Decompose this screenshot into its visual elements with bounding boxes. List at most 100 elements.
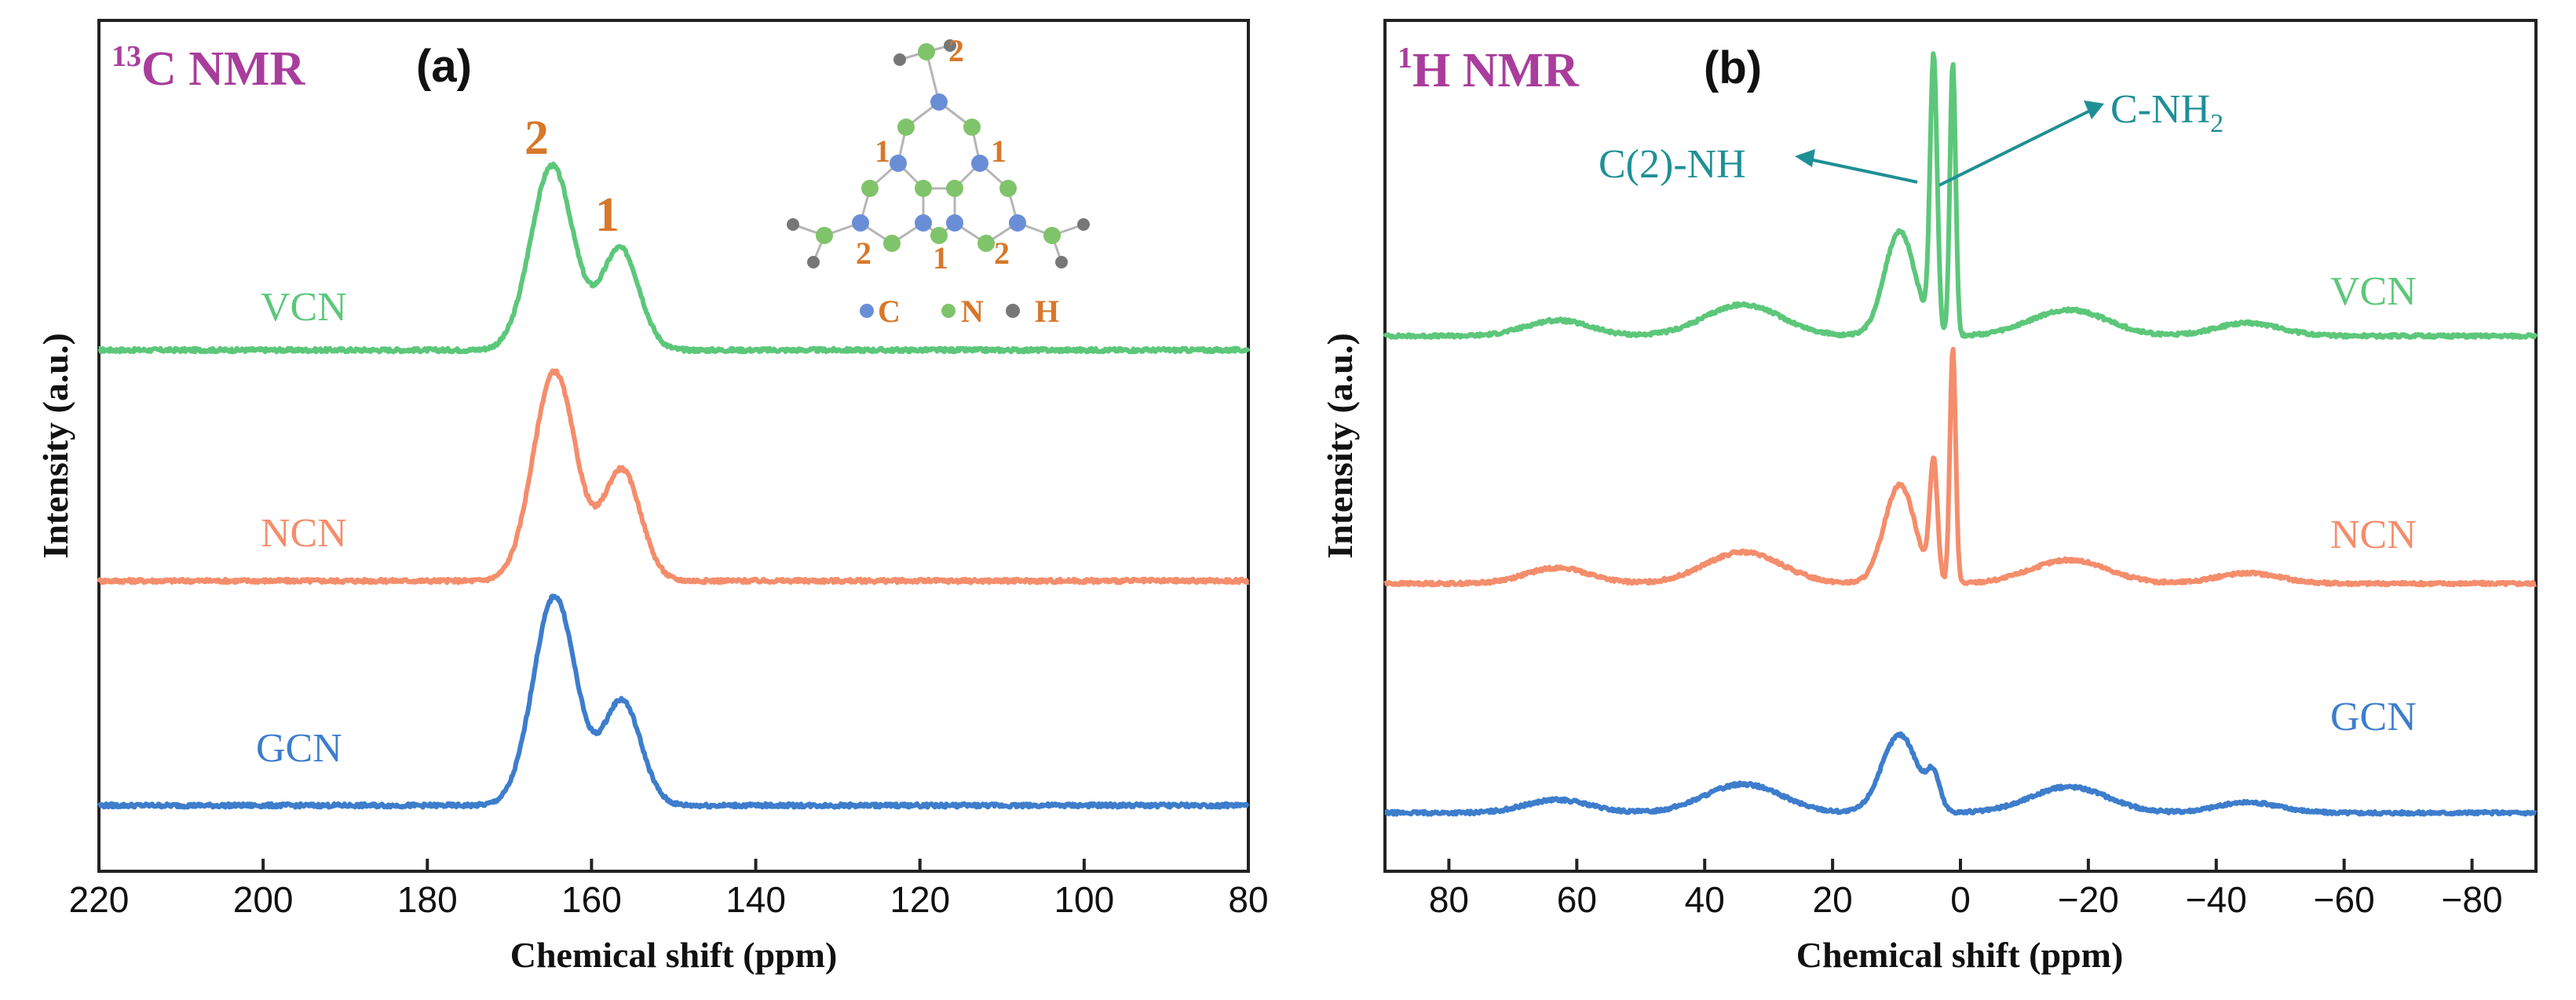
inset-atom: [944, 39, 956, 52]
annotation-c2-nh-arrow-line: [1805, 157, 1918, 184]
inset-atom: [807, 256, 820, 268]
inset-atom: [999, 180, 1017, 197]
panel-a-x-axis-label: Chemical shift (ppm): [510, 935, 838, 975]
panel-a-y-axis-label: Intensity (a.u.): [35, 333, 75, 559]
x-tick-label: 40: [1685, 879, 1725, 920]
panel-b-x-axis-label: Chemical shift (ppm): [1796, 935, 2124, 975]
annotation-c-nh2-arrow-line: [1938, 108, 2092, 187]
panel-b-y-axis-label: Intensity (a.u.): [1320, 333, 1360, 559]
x-tick-label: 160: [561, 879, 622, 920]
panel-b-spectra: [1383, 51, 2538, 817]
panel-b-frame: [1383, 19, 2538, 873]
x-tick-label: 0: [1950, 879, 1971, 920]
x-tick-label: 200: [233, 879, 294, 920]
inset-atom: [946, 214, 963, 232]
inset-atom: [1055, 256, 1068, 268]
x-tick-label: 80: [1228, 879, 1268, 920]
spectrum-line-vcn: [97, 161, 1251, 355]
inset-legend-symbol-n: [941, 304, 955, 318]
panel-a-carbon-nmr: 220 200 180 160 140 120 100 80 13C NMR (a) VCN …: [35, 19, 1269, 975]
inset-site-label: 2: [994, 235, 1010, 271]
annotation-c-nh2-label: C-NH2: [2110, 87, 2223, 138]
x-tick-label: −80: [2442, 879, 2503, 920]
inset-legend-label-c: C: [878, 294, 901, 329]
x-tick-label: 80: [1429, 879, 1469, 920]
inset-atom: [897, 119, 915, 136]
spectrum-line-gcn: [1383, 731, 2538, 817]
panel-a-letter: (a): [416, 41, 472, 92]
spectrum-line-ncn: [1383, 346, 2538, 588]
x-tick-label: 180: [397, 879, 458, 920]
panel-a-series-label-gcn: GCN: [256, 726, 342, 771]
panel-a-title-main: C NMR: [141, 42, 306, 96]
panel-a-peak-label-1: 1: [595, 188, 619, 242]
spectrum-line-ncn: [97, 368, 1250, 586]
panel-a-x-ticks: 220 200 180 160 140 120 100 80: [69, 859, 1269, 920]
inset-atom: [977, 235, 995, 252]
spectrum-line-gcn: [97, 593, 1250, 810]
x-tick-label: −20: [2058, 879, 2119, 920]
inset-atom: [915, 214, 932, 232]
inset-atom: [883, 235, 901, 252]
annotation-c-nh2-arrowhead: [2084, 100, 2104, 119]
panel-a-peak-label-2: 2: [524, 111, 549, 165]
heptazine-structure-inset: 2 1 1 2 1 2 C N H: [787, 33, 1090, 329]
inset-legend: C N H: [860, 294, 1059, 329]
inset-atom: [971, 155, 988, 172]
inset-atoms: [787, 39, 1090, 268]
inset-atom: [816, 227, 833, 244]
annotation-c2-nh-arrowhead: [1795, 149, 1815, 167]
inset-legend-label-h: H: [1035, 294, 1059, 329]
inset-atom: [1077, 218, 1090, 231]
panel-b-series-label-gcn: GCN: [2330, 695, 2417, 739]
inset-atom: [1009, 214, 1026, 232]
inset-atom: [946, 180, 963, 197]
panel-a-spectra: [97, 161, 1251, 810]
panel-b-title: 1H NMR: [1398, 42, 1580, 97]
panel-a-title-superscript: 13: [111, 40, 141, 73]
inset-atom: [861, 180, 879, 197]
x-tick-label: 20: [1813, 879, 1853, 920]
inset-site-label: 1: [991, 133, 1007, 169]
annotation-c-nh2: C-NH2: [1938, 87, 2223, 187]
inset-atom: [893, 53, 906, 66]
panel-a-series-label-ncn: NCN: [261, 511, 347, 556]
annotation-c2-nh: C(2)-NH: [1599, 142, 1918, 187]
panel-a-frame: [97, 19, 1250, 873]
inset-atom: [1043, 227, 1061, 244]
inset-atom: [930, 93, 948, 111]
panel-b-series-label-ncn: NCN: [2330, 513, 2417, 557]
x-tick-label: 220: [69, 879, 130, 920]
annotation-c-nh2-subscript: 2: [2210, 109, 2223, 138]
inset-site-label: 1: [933, 240, 948, 276]
panel-b-series-label-vcn: VCN: [2330, 269, 2417, 314]
x-tick-label: −40: [2186, 879, 2247, 920]
inset-site-label: 2: [948, 33, 964, 68]
inset-atom: [930, 227, 948, 244]
x-tick-label: 100: [1054, 879, 1114, 920]
inset-atom: [918, 43, 935, 60]
inset-legend-label-n: N: [961, 294, 984, 329]
panel-b-proton-nmr: 80 60 40 20 0 −20 −40 −60 −80 1H NMR (b) VCN NCN…: [1320, 19, 2538, 975]
x-tick-label: 120: [890, 879, 950, 920]
inset-site-label: 1: [875, 133, 890, 169]
inset-legend-symbol-c: [860, 304, 874, 318]
annotation-c2-nh-label: C(2)-NH: [1599, 142, 1746, 187]
inset-atom: [915, 180, 932, 197]
inset-atom: [787, 218, 799, 231]
panel-b-x-ticks: 80 60 40 20 0 −20 −40 −60 −80: [1429, 859, 2503, 920]
inset-atom: [890, 155, 907, 172]
inset-site-label: 2: [856, 235, 871, 271]
panel-b-letter: (b): [1704, 42, 1762, 93]
inset-atom: [963, 119, 981, 136]
x-tick-label: 140: [725, 879, 786, 920]
panel-a-series-label-vcn: VCN: [261, 285, 347, 330]
annotation-c-nh2-main: C-NH: [2110, 87, 2210, 132]
inset-legend-symbol-h: [1006, 304, 1020, 318]
spectrum-line-vcn: [1383, 51, 2538, 340]
inset-atom: [852, 214, 869, 232]
panel-b-title-main: H NMR: [1412, 44, 1580, 97]
x-tick-label: −60: [2314, 879, 2375, 920]
x-tick-label: 60: [1557, 879, 1597, 920]
